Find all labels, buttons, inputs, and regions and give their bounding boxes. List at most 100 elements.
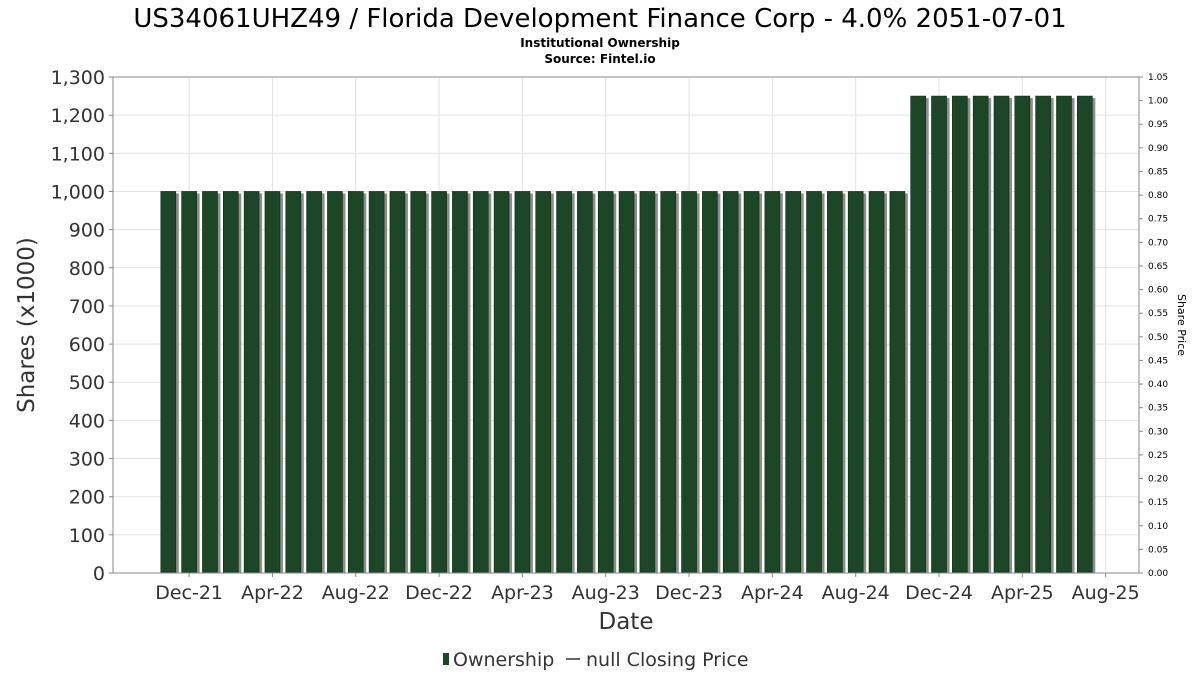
y2-tick-label: 0.40 — [1148, 380, 1168, 390]
ownership-bar — [847, 191, 864, 574]
right-axis-ticks: 0.00 0.05 0.10 0.15 0.20 0.25 0.30 0.35 0.40 0.45… — [1139, 73, 1168, 579]
ownership-bar — [306, 191, 322, 574]
ownership-bars — [160, 95, 1096, 574]
y-tick-label: 0 — [93, 563, 105, 585]
x-tick-label: Aug-23 — [572, 582, 640, 604]
chart-title: US34061UHZ49 / Florida Development Finan… — [133, 4, 1066, 34]
ownership-bar — [160, 191, 177, 574]
legend-price-label: null Closing Price — [586, 649, 749, 671]
ownership-bar — [806, 191, 822, 574]
y2-tick-label: 0.45 — [1148, 356, 1168, 366]
y-tick-label: 500 — [69, 372, 105, 394]
ownership-bar — [243, 191, 260, 574]
y-tick-label: 700 — [69, 296, 105, 318]
legend-ownership-label: Ownership — [453, 649, 554, 671]
y-tick-label: 200 — [69, 487, 105, 509]
ownership-bar — [493, 191, 510, 574]
ownership-bar — [368, 191, 385, 574]
ownership-bar — [785, 191, 802, 574]
ownership-bar — [1014, 95, 1031, 574]
ownership-bar — [264, 191, 281, 574]
ownership-bar — [702, 191, 718, 574]
left-axis-ticks: 0 100 200 300 400 500 600 700 800 900 1,000 1,100 1,… — [51, 67, 113, 585]
x-tick-label: Apr-22 — [241, 582, 304, 604]
x-tick-label: Apr-24 — [741, 582, 804, 604]
ownership-bar — [639, 191, 656, 574]
ownership-bar — [827, 191, 843, 574]
y2-tick-label: 0.90 — [1148, 144, 1168, 154]
y-tick-label: 100 — [69, 525, 105, 547]
y2-tick-label: 1.00 — [1148, 97, 1168, 107]
x-tick-label: Apr-25 — [991, 582, 1054, 604]
ownership-bar — [472, 191, 489, 574]
ownership-bar — [597, 191, 614, 574]
legend: Ownership null Closing Price — [443, 649, 749, 671]
ownership-bar — [1056, 95, 1072, 574]
ownership-bar — [535, 191, 552, 574]
ownership-bar — [931, 95, 947, 574]
ownership-bar — [993, 95, 1010, 574]
ownership-bar — [452, 191, 468, 574]
y-tick-label: 600 — [69, 334, 105, 356]
chart-subtitle: Institutional Ownership — [520, 36, 680, 50]
y2-tick-label: 0.35 — [1148, 404, 1168, 414]
y-tick-label: 900 — [69, 220, 105, 242]
ownership-bar — [1035, 95, 1051, 574]
ownership-bar — [410, 191, 427, 574]
ownership-bar — [868, 191, 885, 574]
ownership-bar — [952, 95, 968, 574]
y2-tick-label: 0.20 — [1148, 475, 1168, 485]
x-tick-label: Dec-22 — [405, 582, 473, 604]
y-axis-title: Shares (x1000) — [14, 237, 40, 413]
chart-source: Source: Fintel.io — [544, 52, 655, 66]
y2-tick-label: 0.05 — [1148, 545, 1168, 555]
y2-tick-label: 0.30 — [1148, 427, 1168, 437]
x-tick-label: Dec-21 — [155, 582, 223, 604]
y2-tick-label: 0.75 — [1148, 215, 1168, 225]
ownership-bar — [327, 191, 343, 574]
ownership-bar — [347, 191, 364, 574]
ownership-bar — [202, 191, 218, 574]
x-tick-label: Aug-25 — [1072, 582, 1140, 604]
ownership-bar — [910, 95, 926, 574]
x-axis-title: Date — [599, 609, 654, 635]
y-tick-label: 1,000 — [51, 181, 105, 203]
y2-axis-title: Share Price — [1175, 294, 1188, 356]
y2-tick-label: 0.00 — [1148, 569, 1168, 579]
y2-tick-label: 0.80 — [1148, 191, 1168, 201]
ownership-bar — [556, 191, 572, 574]
ownership-bar — [743, 191, 760, 574]
ownership-bar — [889, 191, 906, 574]
y-tick-label: 1,300 — [51, 67, 105, 89]
y-tick-label: 800 — [69, 258, 105, 280]
ownership-bar — [577, 191, 593, 574]
legend-ownership-swatch — [443, 653, 449, 665]
plot-frame — [112, 76, 1140, 574]
ownership-bar — [514, 191, 531, 574]
y2-tick-label: 0.85 — [1148, 167, 1168, 177]
ownership-bar — [681, 191, 697, 574]
y2-tick-label: 0.25 — [1148, 451, 1168, 461]
ownership-bar — [181, 191, 197, 574]
x-tick-label: Apr-23 — [491, 582, 554, 604]
y-tick-label: 1,100 — [51, 143, 105, 165]
y2-tick-label: 0.95 — [1148, 120, 1168, 130]
y2-tick-label: 0.70 — [1148, 238, 1168, 248]
x-tick-label: Aug-24 — [822, 582, 890, 604]
x-tick-label: Aug-22 — [322, 582, 390, 604]
y2-tick-label: 0.55 — [1148, 309, 1168, 319]
ownership-bar — [722, 191, 739, 574]
ownership-bar — [764, 191, 781, 574]
y2-tick-label: 0.10 — [1148, 522, 1168, 532]
y2-tick-label: 0.50 — [1148, 333, 1168, 343]
y-tick-label: 300 — [69, 449, 105, 471]
ownership-bar — [660, 191, 677, 574]
x-axis-ticks: Dec-21 Apr-22 Aug-22 Dec-22 Apr-23 Aug-23 Dec-… — [155, 573, 1140, 604]
y2-tick-label: 1.05 — [1148, 73, 1168, 83]
ownership-bar — [618, 191, 635, 574]
x-tick-label: Dec-24 — [905, 582, 973, 604]
ownership-bar — [1077, 95, 1093, 574]
ownership-bar — [431, 191, 447, 574]
y2-tick-label: 0.60 — [1148, 286, 1168, 296]
